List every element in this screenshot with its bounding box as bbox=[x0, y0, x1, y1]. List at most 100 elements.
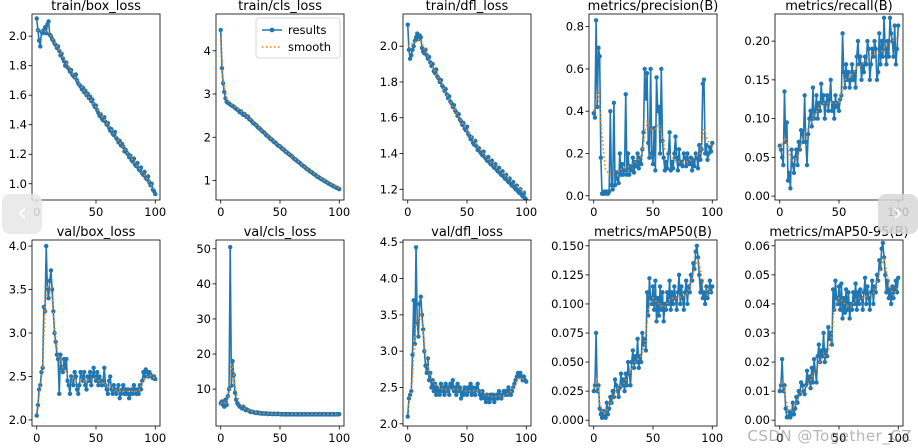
x-tick-label: 50 bbox=[832, 205, 847, 219]
legend-smooth-label: smooth bbox=[288, 40, 331, 54]
y-tick-label: 3.5 bbox=[9, 283, 27, 297]
results-point bbox=[464, 392, 470, 397]
results-point bbox=[644, 290, 650, 295]
results-point bbox=[702, 151, 708, 156]
chart-panel: metrics/precision(B) 0 50 100 0.0 0.2 0.4 0.6 0.… bbox=[566, 0, 724, 219]
results-point bbox=[646, 140, 651, 146]
y-tick-label: 1.2 bbox=[9, 147, 27, 161]
y-tick-label: 4 bbox=[204, 44, 211, 58]
results-point bbox=[676, 147, 682, 152]
plot-area bbox=[34, 243, 158, 418]
results-point bbox=[51, 309, 56, 314]
results-point bbox=[789, 147, 794, 152]
results-point bbox=[877, 31, 882, 36]
y-tick-label: 0.050 bbox=[551, 355, 584, 369]
results-point bbox=[710, 140, 715, 146]
results-point bbox=[841, 295, 846, 301]
results-point bbox=[475, 381, 480, 387]
results-point bbox=[643, 96, 649, 101]
y-tick-label: 0.150 bbox=[551, 239, 584, 253]
results-point bbox=[869, 278, 875, 283]
y-tick-label: 0.100 bbox=[551, 297, 584, 311]
results-point bbox=[496, 165, 502, 171]
results-point bbox=[623, 371, 628, 376]
results-point bbox=[670, 301, 676, 307]
results-point bbox=[886, 295, 891, 301]
results-point bbox=[138, 387, 144, 392]
results-point bbox=[860, 307, 865, 312]
results-point bbox=[689, 168, 695, 173]
results-point bbox=[458, 396, 464, 401]
results-point bbox=[861, 290, 867, 295]
results-point bbox=[474, 385, 479, 390]
results-point bbox=[794, 394, 799, 400]
y-tick-label: 4.0 bbox=[9, 239, 27, 253]
results-point bbox=[862, 275, 868, 280]
results-point bbox=[700, 81, 705, 86]
legend-box bbox=[255, 17, 341, 59]
results-point bbox=[695, 166, 701, 171]
results-point bbox=[635, 151, 640, 156]
results-point bbox=[803, 139, 809, 145]
legend: results smooth bbox=[255, 17, 341, 59]
results-point bbox=[660, 290, 665, 295]
results-point bbox=[436, 388, 441, 394]
y-tick-label: 0.125 bbox=[551, 268, 584, 282]
x-tick-label: 50 bbox=[89, 205, 104, 219]
results-point bbox=[438, 381, 444, 387]
results-point bbox=[792, 155, 798, 160]
results-point bbox=[672, 284, 677, 289]
results-point bbox=[865, 38, 870, 44]
results-point bbox=[694, 155, 700, 160]
results-point bbox=[625, 151, 631, 156]
y-tick-label: 0.06 bbox=[744, 239, 770, 253]
results-point bbox=[819, 81, 824, 86]
results-point bbox=[48, 268, 54, 273]
results-point bbox=[884, 290, 889, 295]
results-point bbox=[896, 23, 901, 28]
results-point bbox=[871, 54, 876, 59]
chart-title: train/dfl_loss bbox=[426, 0, 509, 14]
results-point bbox=[153, 191, 158, 197]
results-point bbox=[874, 272, 880, 278]
results-point bbox=[55, 44, 61, 49]
results-point bbox=[649, 151, 655, 156]
results-point bbox=[486, 154, 491, 160]
results-point bbox=[505, 392, 510, 397]
results-point bbox=[873, 46, 878, 52]
results-point bbox=[875, 69, 881, 75]
results-point bbox=[807, 116, 812, 121]
results-point bbox=[694, 243, 700, 249]
results-point bbox=[524, 379, 529, 384]
results-point bbox=[456, 111, 461, 117]
results-point bbox=[73, 72, 79, 77]
results-point bbox=[884, 62, 889, 67]
results-point bbox=[685, 151, 690, 156]
results-point bbox=[868, 62, 874, 67]
chevron-left-icon[interactable]: ‹ bbox=[2, 194, 42, 234]
results-point bbox=[430, 378, 435, 383]
results-point bbox=[655, 109, 660, 114]
results-point bbox=[861, 69, 867, 75]
y-tick-label: 0.00 bbox=[744, 189, 770, 203]
results-point bbox=[661, 155, 666, 160]
results-point bbox=[665, 166, 670, 171]
results-point bbox=[836, 108, 842, 114]
results-point bbox=[77, 382, 82, 388]
plot-area bbox=[34, 16, 158, 197]
results-point bbox=[859, 77, 864, 83]
chevron-right-icon[interactable]: › bbox=[878, 194, 918, 234]
results-point bbox=[423, 363, 428, 368]
results-point bbox=[627, 172, 632, 177]
results-point bbox=[663, 159, 669, 165]
results-point bbox=[651, 307, 657, 312]
results-point bbox=[829, 342, 835, 347]
results-point bbox=[66, 382, 71, 388]
results-point bbox=[665, 290, 670, 295]
plot-area bbox=[777, 240, 901, 421]
results-point bbox=[113, 391, 119, 397]
results-point bbox=[489, 396, 495, 401]
x-tick-label: 0 bbox=[776, 431, 783, 445]
results-point bbox=[827, 97, 832, 102]
results-point bbox=[672, 151, 677, 156]
